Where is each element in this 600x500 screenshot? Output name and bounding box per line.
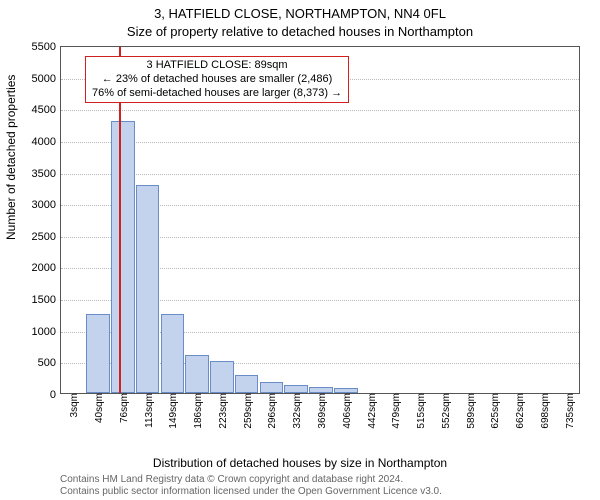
x-tick-label: 223sqm — [218, 393, 229, 429]
histogram-bar — [210, 361, 234, 393]
annotation-line: 76% of semi-detached houses are larger (… — [92, 87, 342, 101]
y-tick-label: 1500 — [32, 294, 61, 306]
y-tick-label: 4500 — [32, 104, 61, 116]
y-tick-label: 2500 — [32, 231, 61, 243]
y-tick-label: 5500 — [32, 41, 61, 53]
y-tick-label: 0 — [50, 389, 61, 401]
x-tick-label: 186sqm — [193, 393, 204, 429]
x-tick-label: 3sqm — [69, 393, 80, 417]
x-tick-label: 625sqm — [490, 393, 501, 429]
histogram-bar — [260, 382, 284, 393]
x-tick-label: 442sqm — [367, 393, 378, 429]
x-tick-label: 589sqm — [466, 393, 477, 429]
y-tick-label: 2000 — [32, 262, 61, 274]
histogram-bar — [185, 355, 209, 393]
x-tick-label: 332sqm — [292, 393, 303, 429]
x-tick-label: 369sqm — [317, 393, 328, 429]
credit-text: Contains HM Land Registry data © Crown c… — [60, 474, 442, 498]
histogram-bar — [235, 375, 259, 393]
x-tick-label: 698sqm — [540, 393, 551, 429]
histogram-bar — [111, 121, 135, 393]
x-tick-label: 40sqm — [94, 393, 105, 423]
x-tick-label: 149sqm — [168, 393, 179, 429]
y-tick-label: 3500 — [32, 168, 61, 180]
y-tick-label: 1000 — [32, 326, 61, 338]
chart-supertitle: 3, HATFIELD CLOSE, NORTHAMPTON, NN4 0FL — [0, 6, 600, 21]
y-tick-label: 500 — [38, 357, 61, 369]
x-tick-label: 259sqm — [243, 393, 254, 429]
x-tick-label: 296sqm — [267, 393, 278, 429]
gridline-h — [61, 174, 579, 175]
x-tick-label: 515sqm — [416, 393, 427, 429]
credit-line-2: Contains public sector information licen… — [60, 486, 442, 498]
x-axis-label: Distribution of detached houses by size … — [0, 456, 600, 470]
x-tick-label: 735sqm — [565, 393, 576, 429]
x-tick-label: 113sqm — [144, 393, 155, 428]
y-axis-label: Number of detached properties — [4, 75, 18, 240]
histogram-bar — [161, 314, 185, 393]
x-tick-label: 552sqm — [441, 393, 452, 429]
x-tick-label: 76sqm — [119, 393, 130, 423]
annotation-line: ← 23% of detached houses are smaller (2,… — [92, 73, 342, 87]
gridline-h — [61, 110, 579, 111]
histogram-bar — [86, 314, 110, 393]
credit-line-1: Contains HM Land Registry data © Crown c… — [60, 474, 442, 486]
y-tick-label: 3000 — [32, 199, 61, 211]
y-tick-label: 5000 — [32, 73, 61, 85]
annotation-line: 3 HATFIELD CLOSE: 89sqm — [92, 59, 342, 73]
annotation-box: 3 HATFIELD CLOSE: 89sqm← 23% of detached… — [85, 56, 349, 103]
histogram-bar — [136, 185, 160, 393]
x-tick-label: 662sqm — [515, 393, 526, 429]
x-tick-label: 406sqm — [342, 393, 353, 429]
gridline-h — [61, 142, 579, 143]
x-tick-label: 479sqm — [391, 393, 402, 429]
histogram-bar — [284, 385, 308, 393]
y-tick-label: 4000 — [32, 136, 61, 148]
chart-title: Size of property relative to detached ho… — [0, 24, 600, 39]
